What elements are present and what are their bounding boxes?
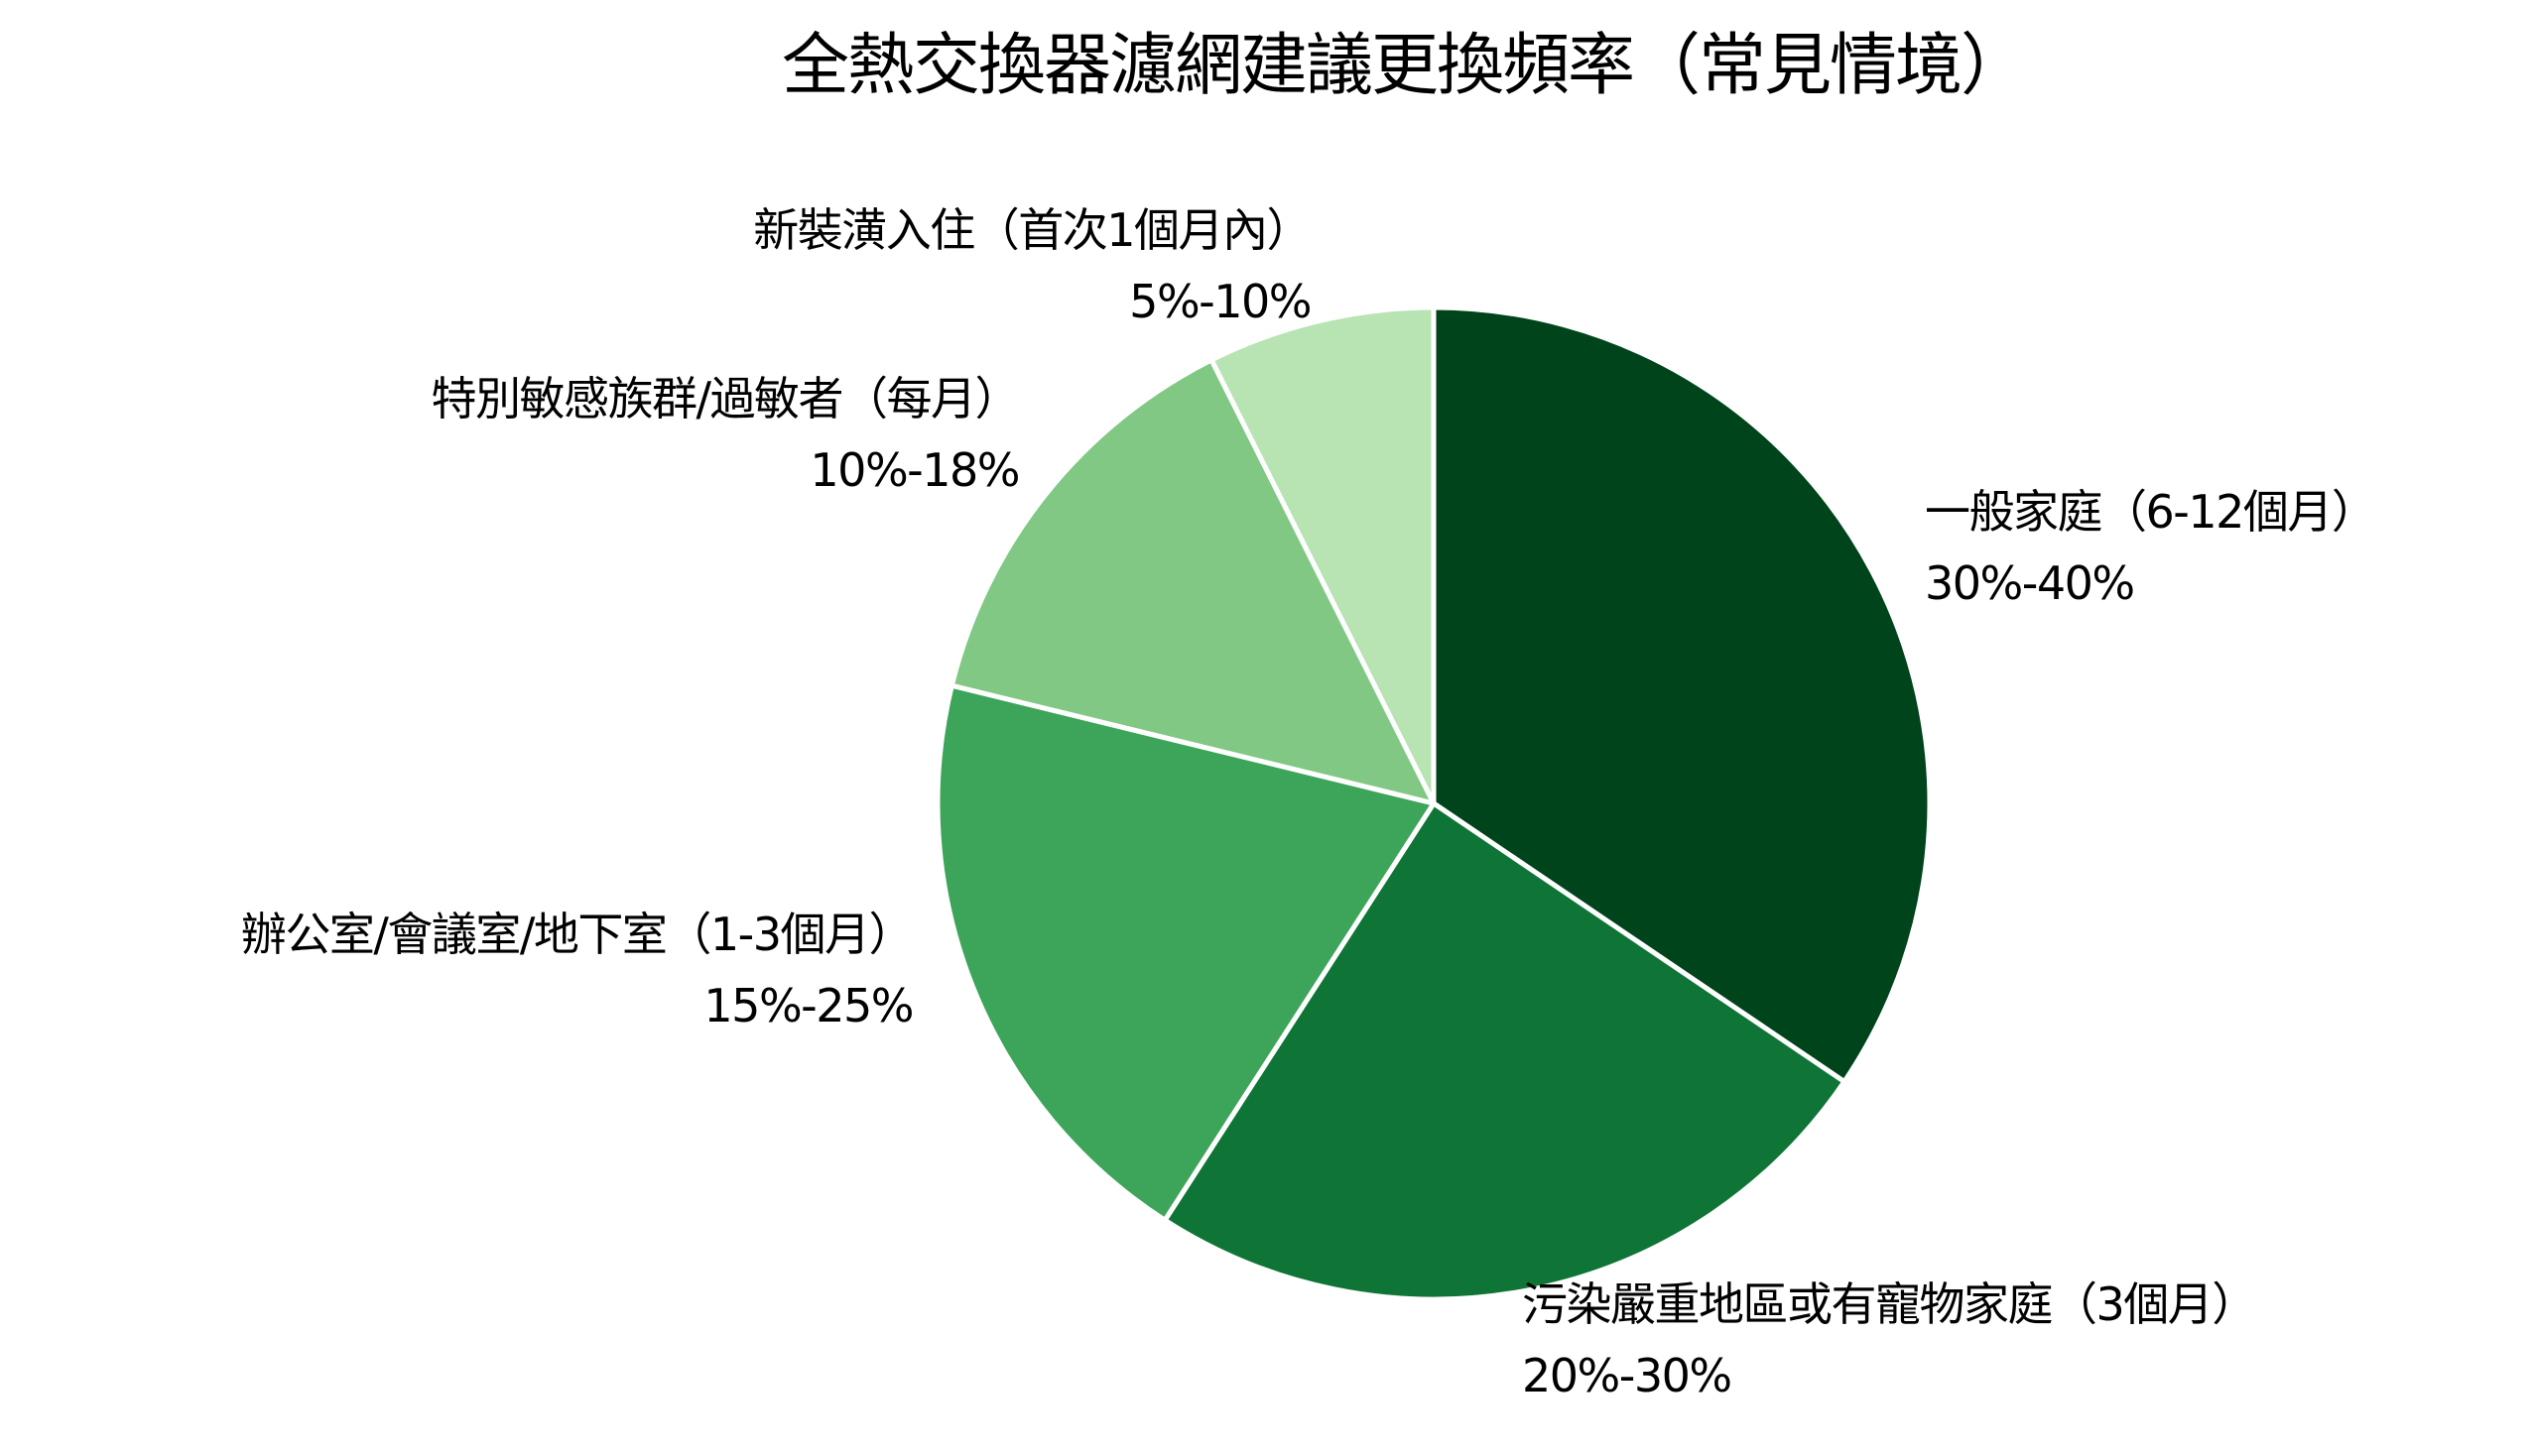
slice-name: 辦公室/會議室/地下室（1-3個月） xyxy=(240,908,915,961)
slice-range: 5%-10% xyxy=(1129,275,1312,328)
chart-title: 全熱交換器濾網建議更換頻率（常見情境） xyxy=(781,27,2028,105)
slice-name: 污染嚴重地區或有寵物家庭（3個月） xyxy=(1522,1277,2257,1331)
slice-range: 10%-18% xyxy=(810,443,1020,497)
slice-label-polluted-pets: 污染嚴重地區或有寵物家庭（3個月） 20%-30% xyxy=(1522,1269,2257,1411)
pie-slice-polluted-pets xyxy=(1162,800,1847,1302)
pie-slices xyxy=(935,304,1933,1302)
slice-name: 新裝潢入住（首次1個月內） xyxy=(753,203,1312,257)
pie-slice-office xyxy=(935,682,1437,1223)
slice-label-household: 一般家庭（6-12個月） 30%-40% xyxy=(1925,476,2377,619)
slice-name: 一般家庭（6-12個月） xyxy=(1925,485,2377,539)
slice-range: 15%-25% xyxy=(703,979,914,1032)
slice-label-sensitive: 特別敏感族群/過敏者（每月） 10%-18% xyxy=(431,363,1021,506)
pie-slice-new-renovation xyxy=(1208,304,1437,806)
slice-label-new-renovation: 新裝潢入住（首次1個月內） 5%-10% xyxy=(753,194,1312,337)
pie-slice-sensitive xyxy=(949,357,1437,806)
slice-label-office: 辦公室/會議室/地下室（1-3個月） 15%-25% xyxy=(240,899,915,1041)
pie-slice-household xyxy=(1431,304,1933,1085)
slice-name: 特別敏感族群/過敏者（每月） xyxy=(431,372,1021,425)
slice-range: 30%-40% xyxy=(1925,556,2135,610)
slice-range: 20%-30% xyxy=(1522,1349,1732,1402)
